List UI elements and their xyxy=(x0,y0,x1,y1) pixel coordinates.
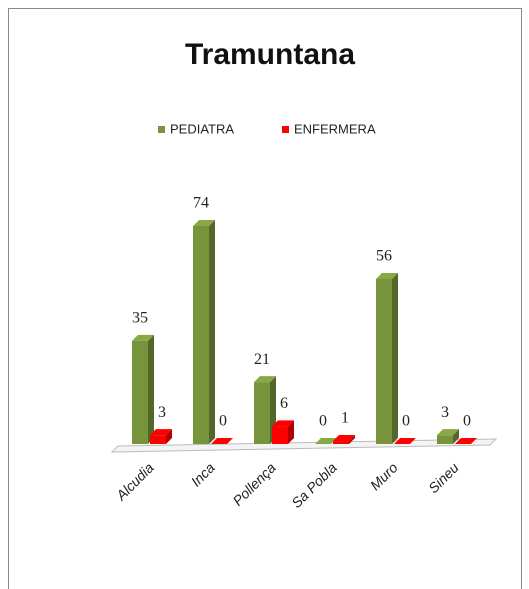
value-label: 0 xyxy=(463,413,471,430)
value-label: 0 xyxy=(402,413,410,430)
bar xyxy=(376,279,392,444)
value-label: 0 xyxy=(319,413,327,430)
value-label: 3 xyxy=(441,404,449,421)
bar xyxy=(272,426,288,444)
value-label: 35 xyxy=(132,310,148,327)
bar xyxy=(437,435,453,444)
x-tick-label: Muro xyxy=(367,459,401,493)
bar-side xyxy=(209,220,215,444)
bar-side xyxy=(349,435,355,444)
value-label: 6 xyxy=(280,395,288,412)
bar xyxy=(132,340,148,444)
bar-top xyxy=(376,273,398,280)
bar-top xyxy=(394,438,416,444)
bar-side xyxy=(148,334,154,444)
bar xyxy=(193,226,209,444)
bar-top xyxy=(132,334,154,341)
x-tick-label: Inca xyxy=(188,459,218,489)
legend-label: PEDIATRA xyxy=(170,121,234,136)
bar-top xyxy=(437,429,459,436)
bar-top xyxy=(272,420,294,427)
bar-top xyxy=(193,220,215,226)
bar-side xyxy=(453,429,459,444)
bar-top xyxy=(455,438,477,444)
value-label: 3 xyxy=(158,404,166,421)
bar-side xyxy=(392,273,398,444)
legend-label: ENFERMERA xyxy=(294,121,376,136)
x-tick-label: Sa Pobla xyxy=(288,459,340,511)
legend-swatch xyxy=(158,126,165,133)
value-label: 21 xyxy=(254,351,270,368)
bar xyxy=(150,435,166,444)
bar-side xyxy=(288,420,294,444)
x-tick-label: Pollença xyxy=(229,459,278,508)
bar-side xyxy=(166,429,172,444)
value-label: 56 xyxy=(376,248,392,265)
value-label: 1 xyxy=(341,410,349,427)
value-label: 74 xyxy=(193,195,209,212)
value-label: 0 xyxy=(219,413,227,430)
chart-title: Tramuntana xyxy=(185,38,355,71)
bar-top xyxy=(150,429,172,436)
x-tick-label: Alcudia xyxy=(112,459,157,504)
bar-top xyxy=(211,438,233,444)
bar-top xyxy=(315,438,337,444)
bar-top xyxy=(254,376,276,383)
bar xyxy=(333,441,349,444)
legend-swatch xyxy=(282,126,289,133)
x-tick-label: Sineu xyxy=(425,459,462,496)
bar xyxy=(254,382,270,444)
bar-top xyxy=(333,435,355,442)
chart-frame xyxy=(8,8,522,589)
